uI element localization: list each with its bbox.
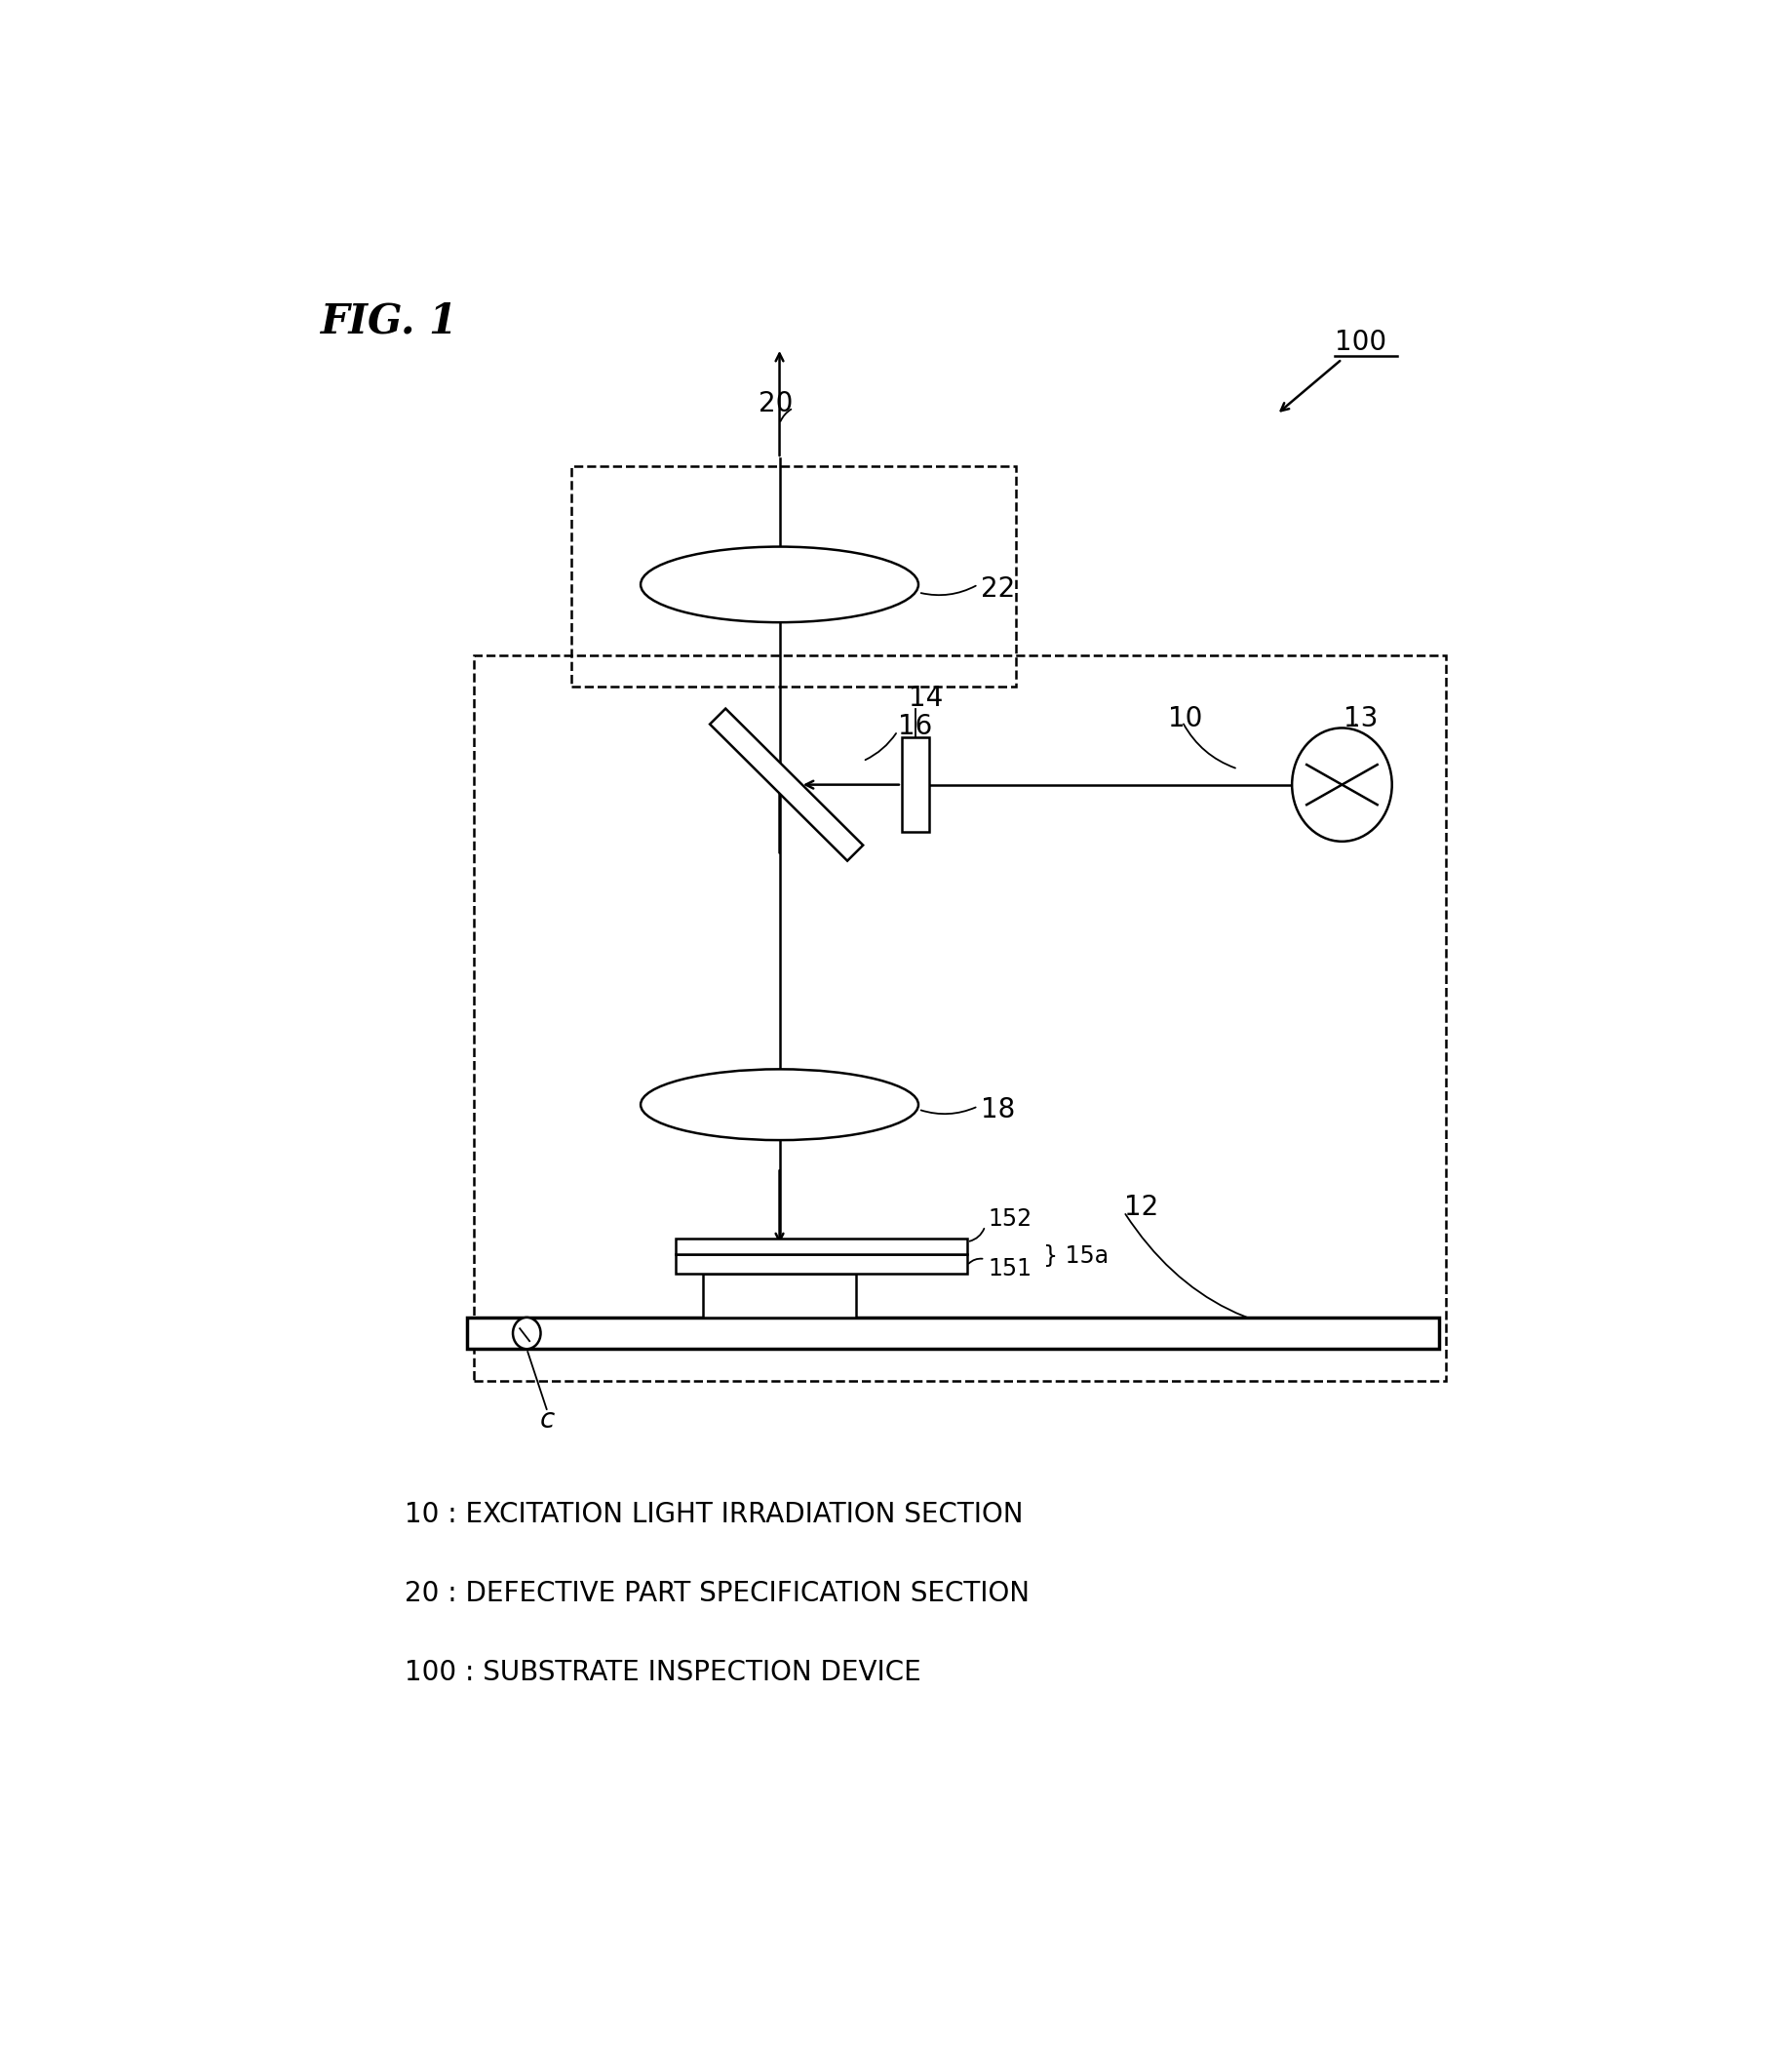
Ellipse shape bbox=[642, 547, 919, 622]
Text: } 15a: } 15a bbox=[1043, 1245, 1109, 1267]
Circle shape bbox=[1292, 729, 1392, 841]
Text: 100: 100 bbox=[1335, 330, 1387, 356]
Bar bbox=[676, 1238, 968, 1255]
Text: 13: 13 bbox=[1344, 704, 1378, 733]
Text: 12: 12 bbox=[1124, 1193, 1158, 1220]
Text: 22: 22 bbox=[980, 575, 1016, 604]
Bar bbox=[702, 1273, 857, 1318]
Bar bbox=[901, 737, 930, 831]
Text: c: c bbox=[539, 1406, 556, 1433]
Text: 16: 16 bbox=[898, 712, 932, 741]
Text: 151: 151 bbox=[987, 1257, 1032, 1281]
Text: 18: 18 bbox=[980, 1095, 1016, 1124]
Bar bbox=[473, 655, 1446, 1380]
Text: 152: 152 bbox=[987, 1208, 1032, 1230]
Bar bbox=[572, 467, 1016, 688]
Text: 20 : DEFECTIVE PART SPECIFICATION SECTION: 20 : DEFECTIVE PART SPECIFICATION SECTIO… bbox=[405, 1580, 1029, 1607]
Polygon shape bbox=[710, 708, 864, 862]
Text: 14: 14 bbox=[909, 684, 943, 712]
Text: 10 : EXCITATION LIGHT IRRADIATION SECTION: 10 : EXCITATION LIGHT IRRADIATION SECTIO… bbox=[405, 1500, 1023, 1529]
Text: 10: 10 bbox=[1168, 704, 1202, 733]
Text: 100 : SUBSTRATE INSPECTION DEVICE: 100 : SUBSTRATE INSPECTION DEVICE bbox=[405, 1658, 921, 1687]
Text: FIG. 1: FIG. 1 bbox=[321, 301, 459, 342]
Text: 20: 20 bbox=[758, 389, 794, 418]
Bar bbox=[468, 1318, 1439, 1349]
Circle shape bbox=[513, 1318, 541, 1349]
Bar bbox=[676, 1255, 968, 1273]
Ellipse shape bbox=[642, 1069, 919, 1140]
